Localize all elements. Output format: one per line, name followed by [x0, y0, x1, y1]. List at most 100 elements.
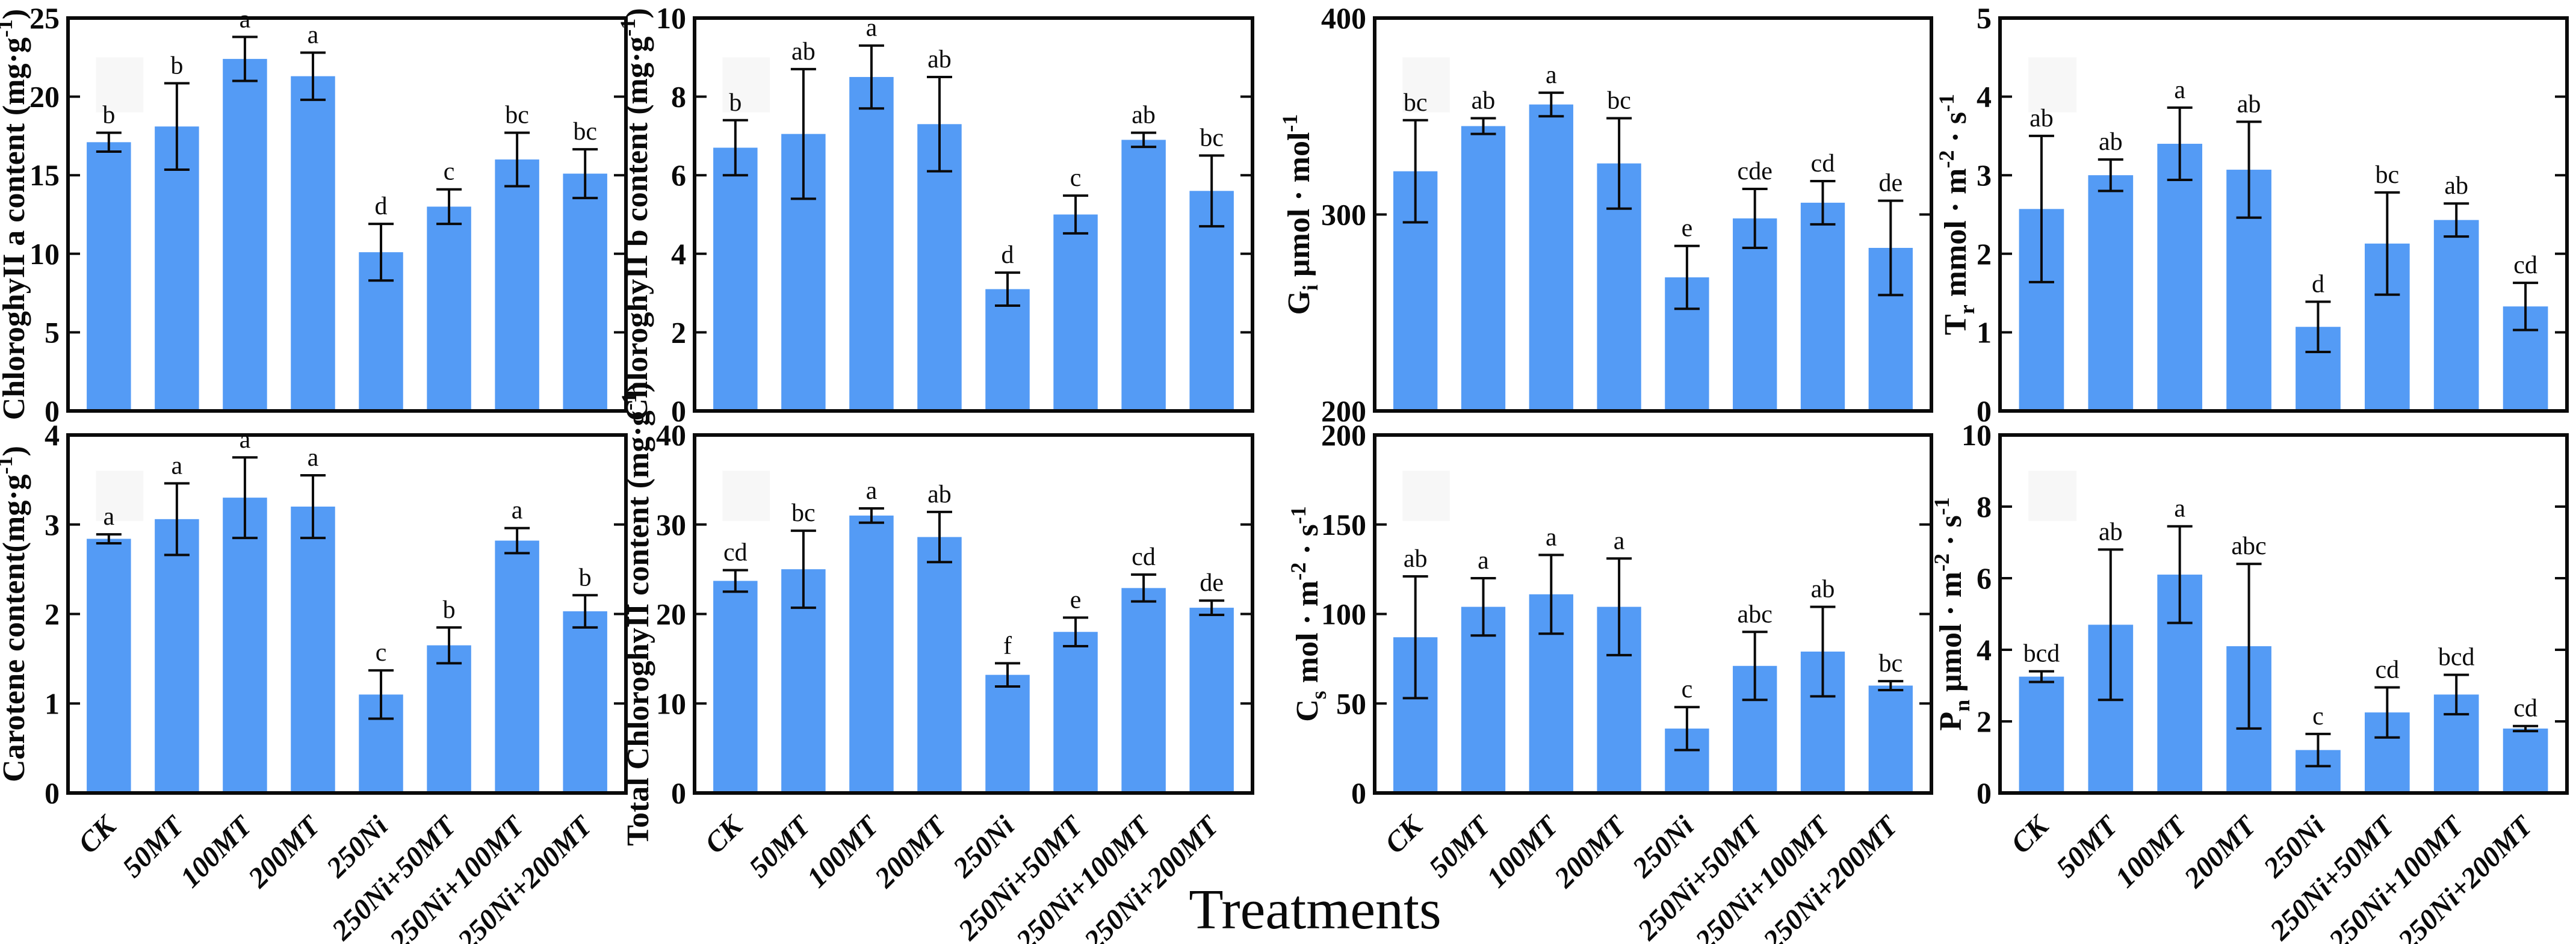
- plot-frame: [693, 16, 1254, 413]
- significance-letter: de: [1200, 569, 1224, 597]
- error-bar: [790, 529, 816, 609]
- watermark-artifact: [1402, 57, 1450, 113]
- error-bar: [436, 188, 462, 226]
- significance-letter: a: [1478, 547, 1489, 575]
- significance-letter: e: [1682, 215, 1693, 242]
- error-bar: [858, 44, 884, 110]
- significance-letter: ab: [1811, 576, 1835, 603]
- significance-letter: ab: [2099, 518, 2123, 546]
- error-bar: [1878, 199, 1904, 297]
- watermark-artifact: [96, 57, 144, 113]
- significance-letter: b: [579, 564, 592, 591]
- error-bar: [504, 131, 530, 188]
- y-tick-label: 0: [45, 776, 60, 810]
- error-bar: [1878, 680, 1904, 691]
- error-bar: [858, 507, 884, 524]
- error-bar: [1199, 154, 1225, 228]
- y-tick-label: 20: [29, 80, 60, 114]
- bar-250Ni: [985, 674, 1030, 793]
- significance-letter: a: [240, 426, 251, 454]
- significance-letter: c: [376, 639, 387, 667]
- bar-100MT: [2157, 143, 2203, 411]
- bar-200MT: [291, 507, 335, 793]
- error-bar: [2236, 120, 2262, 219]
- bar-250Ni+200MT: [2503, 728, 2548, 793]
- y-tick-label: 10: [29, 237, 60, 271]
- significance-letter: cde: [1738, 158, 1773, 185]
- error-bar: [2374, 191, 2400, 296]
- bar-250Ni+200MT: [1189, 191, 1234, 411]
- y-tick-label: 20: [656, 597, 686, 631]
- error-bar: [2444, 673, 2469, 716]
- error-bar: [300, 51, 326, 101]
- significance-letter: f: [1003, 632, 1012, 659]
- error-bar: [232, 456, 258, 540]
- bar-250Ni+100MT: [495, 159, 539, 411]
- error-bar: [96, 131, 122, 153]
- y-tick-label: 0: [671, 394, 686, 428]
- error-bar: [1402, 119, 1428, 224]
- x-tick-label: CK: [72, 809, 123, 860]
- significance-letter: bc: [573, 118, 597, 146]
- bar-250Ni+200MT: [563, 611, 607, 793]
- error-bar: [368, 669, 394, 720]
- bar-100MT: [223, 498, 267, 793]
- y-tick-label: 200: [1321, 418, 1366, 452]
- error-bar: [436, 626, 462, 665]
- watermark-artifact: [722, 57, 770, 113]
- significance-letter: c: [1682, 676, 1693, 703]
- significance-letter: d: [375, 193, 388, 220]
- bar-CK: [2019, 676, 2064, 793]
- error-bar: [2513, 282, 2539, 332]
- y-tick-label: 0: [671, 776, 686, 810]
- error-bar: [722, 119, 748, 177]
- significance-letter: ab: [2444, 172, 2468, 200]
- error-bar: [1131, 131, 1157, 149]
- error-bar: [926, 510, 952, 564]
- significance-letter: bc: [1607, 87, 1631, 115]
- y-tick-label: 4: [1977, 633, 1992, 667]
- y-axis-label: Gi μmol · mol-1: [1278, 114, 1322, 315]
- significance-letter: ab: [2099, 128, 2123, 156]
- error-bar: [2236, 563, 2262, 730]
- error-bar: [1674, 244, 1700, 310]
- significance-letter: a: [308, 444, 319, 472]
- y-axis-label: ChloroghyII b content (mg·g-1): [616, 8, 654, 421]
- bar-250Ni+50MT: [1733, 218, 1777, 411]
- y-tick-label: 0: [1351, 776, 1366, 810]
- y-tick-label: 2: [1977, 237, 1992, 271]
- watermark-artifact: [722, 470, 770, 521]
- y-tick-label: 2: [45, 597, 60, 631]
- plot-frame: [1998, 433, 2569, 795]
- significance-letter: ab: [927, 46, 952, 73]
- watermark-artifact: [2028, 470, 2077, 521]
- error-bar: [2098, 548, 2123, 702]
- significance-letter: cd: [2513, 695, 2537, 723]
- y-tick-label: 0: [45, 394, 60, 428]
- y-tick-label: 2: [1977, 705, 1992, 738]
- error-bar: [1606, 557, 1632, 656]
- y-tick-label: 0: [1977, 776, 1992, 810]
- significance-letter: c: [1070, 164, 1082, 192]
- error-bar: [2305, 300, 2331, 354]
- significance-letter: ab: [791, 38, 816, 66]
- significance-letter: ab: [1472, 87, 1496, 115]
- error-bar: [1606, 117, 1632, 210]
- y-tick-label: 4: [671, 237, 686, 271]
- y-tick-label: 150: [1321, 508, 1366, 541]
- significance-letter: de: [1878, 170, 1903, 197]
- significance-letter: cd: [723, 539, 748, 567]
- significance-letter: a: [1614, 527, 1625, 555]
- error-bar: [1470, 577, 1496, 637]
- y-tick-label: 4: [45, 418, 60, 452]
- bar-100MT: [849, 515, 894, 793]
- bar-250Ni+50MT: [1053, 214, 1098, 411]
- significance-letter: a: [1546, 523, 1557, 551]
- significance-letter: a: [104, 503, 115, 531]
- x-tick-label: CK: [1379, 809, 1430, 860]
- error-bar: [1810, 179, 1836, 226]
- error-bar: [926, 75, 952, 173]
